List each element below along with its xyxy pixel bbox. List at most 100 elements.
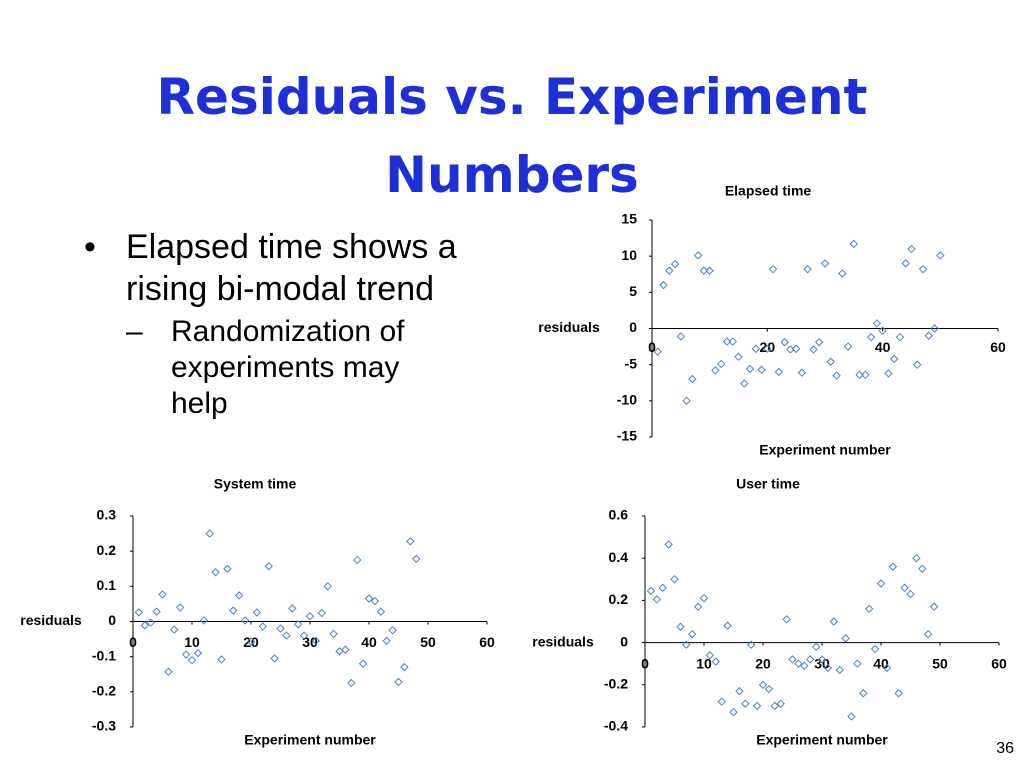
point: [829, 617, 839, 626]
x-tick-label: 20: [760, 339, 776, 355]
point: [388, 626, 397, 635]
point: [687, 629, 697, 639]
y-tick-label: -0.1: [92, 647, 116, 663]
slide-title: Residuals vs. Experiment Numbers: [156, 68, 868, 204]
point: [205, 529, 214, 538]
point: [752, 701, 762, 711]
point: [688, 374, 697, 384]
y-tick-label: 0: [629, 319, 637, 335]
point: [791, 344, 801, 353]
point: [735, 686, 744, 696]
point: [809, 345, 818, 354]
point: [746, 640, 756, 649]
point: [849, 239, 859, 249]
x-axis-label: Experiment number: [756, 732, 888, 748]
page-number: 36: [996, 740, 1014, 757]
point: [722, 337, 732, 346]
point: [930, 324, 939, 333]
point: [803, 264, 812, 274]
y-tick-label: 15: [621, 211, 637, 227]
point: [358, 659, 368, 668]
point: [665, 266, 674, 275]
x-tick-label: 40: [875, 339, 891, 355]
point: [199, 616, 209, 625]
point: [699, 594, 709, 603]
point: [800, 661, 809, 671]
x-tick-label: 10: [696, 655, 712, 671]
point: [341, 645, 350, 654]
point: [745, 364, 755, 374]
y-tick-label: 5: [629, 283, 637, 299]
point: [406, 537, 415, 546]
y-tick-label: 0.2: [97, 542, 117, 558]
sub-bullet: Randomization of experiments may help: [126, 314, 461, 422]
point: [682, 396, 691, 406]
point: [878, 326, 887, 335]
point: [811, 642, 821, 652]
point: [211, 568, 220, 577]
point: [664, 540, 673, 549]
x-tick-label: 10: [184, 634, 200, 650]
point: [906, 589, 915, 599]
point: [835, 665, 844, 675]
point: [217, 655, 226, 664]
point: [774, 367, 784, 377]
point: [882, 663, 892, 673]
point: [794, 659, 803, 668]
point: [900, 583, 909, 592]
y-tick-label: 0: [620, 633, 628, 649]
point: [252, 608, 262, 617]
point: [847, 712, 856, 721]
point: [670, 575, 679, 584]
point: [223, 564, 232, 573]
point: [282, 631, 291, 640]
point: [146, 618, 155, 627]
point: [817, 655, 827, 664]
y-tick-label: -0.2: [92, 683, 116, 699]
point: [329, 629, 338, 639]
point: [723, 621, 732, 630]
point: [264, 562, 273, 571]
point: [924, 331, 934, 340]
point: [780, 338, 789, 347]
point: [134, 608, 144, 617]
point: [764, 684, 774, 694]
y-axis-label: residuals: [532, 633, 594, 649]
x-tick-label: 50: [932, 655, 948, 671]
point: [699, 266, 709, 275]
point: [676, 622, 685, 631]
point: [888, 562, 898, 571]
point: [323, 582, 332, 591]
point: [768, 264, 778, 274]
point: [815, 338, 824, 347]
point: [805, 655, 815, 664]
point: [859, 689, 868, 698]
point: [751, 344, 761, 353]
point: [140, 621, 150, 630]
x-axis-label: Experiment number: [244, 732, 376, 748]
x-tick-label: 40: [873, 655, 889, 671]
point: [782, 615, 791, 624]
point: [763, 344, 772, 353]
point: [311, 636, 321, 646]
point: [711, 657, 721, 666]
point: [181, 650, 191, 659]
point: [376, 607, 386, 616]
point: [853, 659, 862, 668]
point: [841, 634, 850, 643]
point: [734, 352, 743, 361]
point: [400, 663, 409, 672]
point: [918, 264, 928, 274]
point: [717, 697, 726, 706]
point: [364, 594, 374, 603]
point: [240, 616, 250, 625]
point: [693, 602, 703, 611]
y-tick-label: -0.3: [92, 718, 116, 734]
point: [234, 591, 244, 600]
y-tick-label: -10: [617, 392, 637, 408]
x-tick-label: 40: [361, 634, 377, 650]
chart-title: User time: [736, 476, 800, 492]
point: [276, 624, 285, 633]
